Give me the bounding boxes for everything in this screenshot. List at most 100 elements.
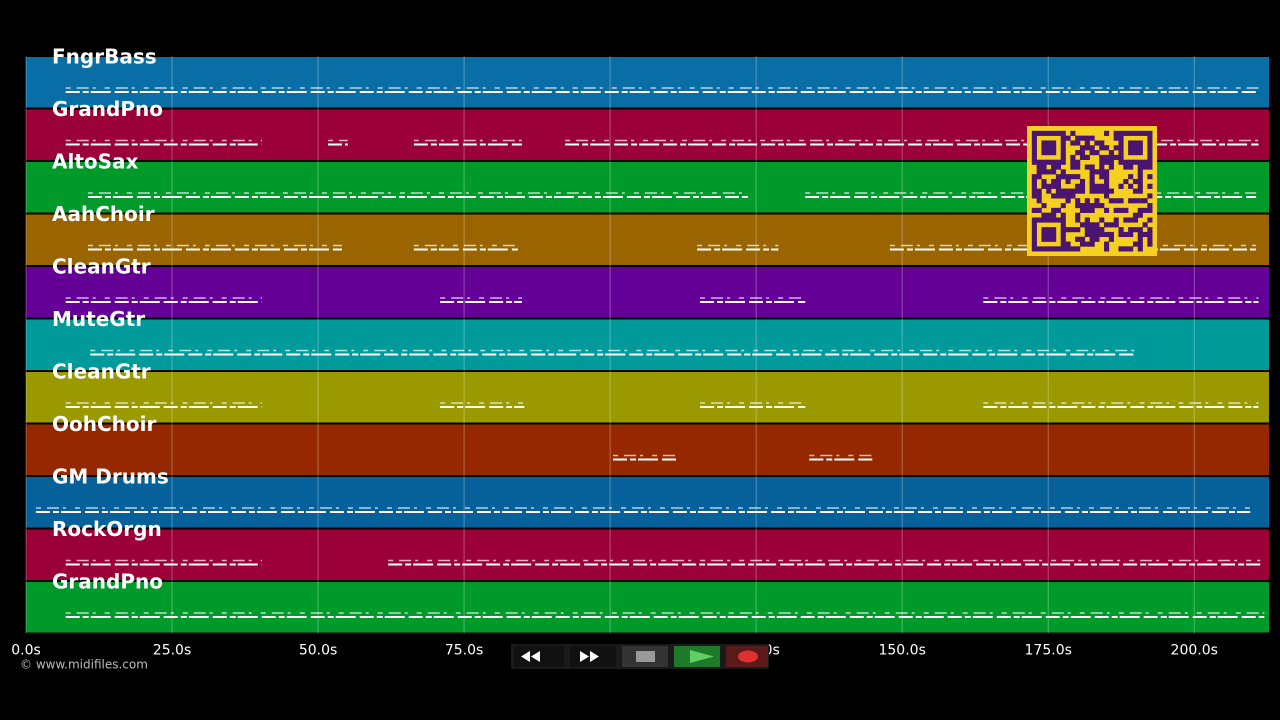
qr-module <box>1084 154 1090 161</box>
rewind-button[interactable] <box>514 646 564 667</box>
qr-module <box>1084 217 1090 223</box>
qr-module <box>1113 217 1119 223</box>
qr-module <box>1123 217 1129 223</box>
qr-module <box>1046 140 1052 146</box>
qr-module <box>1137 145 1143 151</box>
qr-module <box>1084 241 1090 247</box>
note-span <box>65 559 262 566</box>
qr-module <box>1142 159 1148 165</box>
qr-module <box>1084 198 1090 204</box>
qr-module <box>1051 150 1057 156</box>
qr-module <box>1060 236 1066 242</box>
qr-module <box>1079 154 1086 161</box>
qr-module <box>1065 178 1071 185</box>
qr-module <box>1046 212 1052 218</box>
qr-module <box>1036 130 1042 136</box>
qr-module <box>1118 135 1124 141</box>
qr-module <box>1060 154 1066 161</box>
qr-module <box>1128 130 1134 136</box>
qr-module <box>1089 207 1095 213</box>
qr-module <box>1104 145 1110 151</box>
qr-module <box>1060 188 1066 194</box>
qr-module <box>1046 183 1052 189</box>
qr-module <box>1075 140 1081 146</box>
qr-module <box>1046 217 1052 223</box>
qr-module <box>1094 227 1100 233</box>
track-row <box>26 57 1269 108</box>
qr-module <box>1041 217 1047 223</box>
qr-module <box>1079 150 1086 156</box>
qr-module <box>1132 178 1139 185</box>
qr-module <box>1132 188 1139 194</box>
qr-module <box>1147 145 1153 151</box>
qr-module <box>1108 198 1114 204</box>
track-name: CleanGtr <box>52 255 151 279</box>
qr-module <box>1079 222 1086 228</box>
qr-module <box>1123 246 1129 252</box>
qr-module <box>1031 222 1037 228</box>
qr-module <box>1128 217 1134 223</box>
qr-module <box>1075 150 1081 156</box>
qr-module <box>1118 150 1124 156</box>
qr-module <box>1099 169 1105 175</box>
qr-module <box>1099 188 1105 194</box>
track-name: AahChoir <box>52 202 155 226</box>
qr-module <box>1137 178 1143 185</box>
qr-module <box>1118 140 1124 146</box>
qr-module <box>1084 203 1090 209</box>
qr-module <box>1104 154 1110 161</box>
play-button[interactable] <box>674 646 720 667</box>
qr-module <box>1094 169 1100 175</box>
qr-module <box>1051 227 1057 233</box>
track-row <box>26 477 1269 528</box>
qr-module <box>1123 164 1129 170</box>
qr-module <box>1041 164 1047 170</box>
note-span <box>90 349 1136 356</box>
qr-module <box>1065 174 1071 180</box>
qr-module <box>1084 135 1090 141</box>
qr-module <box>1051 145 1057 151</box>
qr-module <box>1108 222 1114 228</box>
qr-module <box>1041 178 1047 185</box>
qr-module <box>1123 130 1129 136</box>
qr-module <box>1094 222 1100 228</box>
qr-module <box>1123 159 1129 165</box>
qr-module <box>1060 203 1066 209</box>
qr-module <box>1031 188 1037 194</box>
qr-module <box>1036 159 1042 165</box>
qr-module <box>1137 212 1143 218</box>
qr-module <box>1118 207 1124 213</box>
qr-module <box>1104 130 1110 136</box>
track-row <box>26 582 1269 633</box>
qr-module <box>1060 227 1066 233</box>
qr-module <box>1128 159 1134 165</box>
qr-module <box>1099 164 1105 170</box>
qr-module <box>1075 135 1081 141</box>
qr-module <box>1137 188 1143 194</box>
note-span <box>700 402 806 408</box>
record-button[interactable] <box>726 646 768 667</box>
qr-module <box>1031 150 1037 156</box>
qr-module <box>1070 188 1076 194</box>
qr-module <box>1137 169 1143 175</box>
qr-module <box>1079 145 1086 151</box>
qr-module <box>1137 174 1143 180</box>
qr-module <box>1070 164 1076 170</box>
qr-module <box>1089 222 1095 228</box>
qr-module <box>1075 164 1081 170</box>
qr-module <box>1051 130 1057 136</box>
qr-module <box>1060 174 1066 180</box>
qr-module <box>1099 140 1105 146</box>
qr-module <box>1051 183 1057 189</box>
qr-module <box>1132 159 1139 165</box>
qr-module <box>1041 130 1047 136</box>
qr-module <box>1075 159 1081 165</box>
qr-module <box>1094 188 1100 194</box>
note-span <box>65 139 262 146</box>
qr-module <box>1142 164 1148 170</box>
forward-button[interactable] <box>570 646 616 667</box>
qr-module <box>1118 130 1124 136</box>
qr-module <box>1060 212 1066 218</box>
qr-module <box>1128 227 1134 233</box>
stop-button[interactable] <box>622 646 668 667</box>
